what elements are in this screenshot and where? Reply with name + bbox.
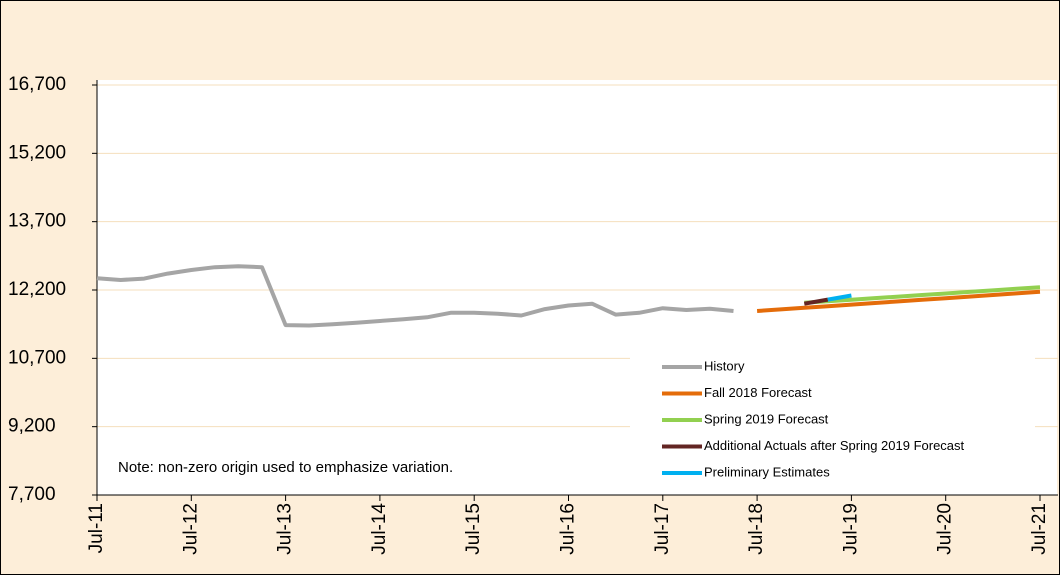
y-tick-label: 10,700 <box>8 347 66 368</box>
x-tick-label: Jul-16 <box>558 503 579 555</box>
legend-label: Fall 2018 Forecast <box>704 385 812 400</box>
x-tick-label: Jul-12 <box>180 503 201 555</box>
x-tick-label: Jul-15 <box>463 503 484 555</box>
series-line <box>803 297 829 306</box>
x-tick-label: Jul-13 <box>275 503 296 555</box>
y-tick-label: 9,200 <box>8 416 56 437</box>
legend-label: Spring 2019 Forecast <box>704 411 829 426</box>
x-tick-label: Jul-21 <box>1029 503 1050 555</box>
y-tick-label: 15,200 <box>8 142 66 163</box>
legend-label: Preliminary Estimates <box>704 464 830 479</box>
annotation: Note: non-zero origin used to emphasize … <box>118 459 453 476</box>
x-tick-label: Jul-14 <box>369 503 390 555</box>
x-tick-label: Jul-19 <box>840 503 861 555</box>
x-tick-label: Jul-17 <box>652 503 673 555</box>
y-tick-label: 12,200 <box>8 279 66 300</box>
x-tick-label: Jul-11 <box>86 503 107 553</box>
x-tick-label: Jul-20 <box>935 503 956 555</box>
y-tick-label: 13,700 <box>8 211 66 232</box>
y-tick-label: 7,700 <box>8 484 56 505</box>
series-line <box>756 289 1041 313</box>
x-tick-label: Jul-18 <box>746 503 767 555</box>
legend: History Fall 2018 Forecast Spring 2019 For… <box>630 350 1035 488</box>
legend-label: Additional Actuals after Spring 2019 For… <box>704 438 965 453</box>
series-line <box>827 293 852 302</box>
series-line <box>96 264 734 328</box>
series-line <box>804 285 1041 305</box>
y-tick-label: 16,700 <box>8 74 66 95</box>
legend-label: History <box>704 358 745 373</box>
